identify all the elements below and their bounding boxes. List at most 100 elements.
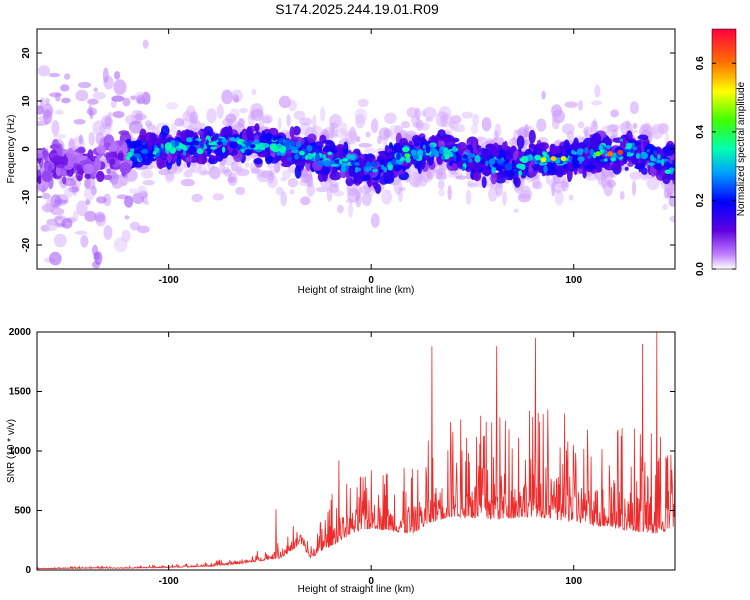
heatmap-cell-bright bbox=[229, 137, 235, 142]
heatmap-cell bbox=[139, 128, 147, 142]
heatmap-cell-bright bbox=[137, 145, 144, 152]
heatmap-cell-faint bbox=[113, 237, 128, 253]
heatmap-cell-faint bbox=[578, 100, 583, 111]
heatmap-cell bbox=[634, 164, 644, 170]
heatmap-cell-faint bbox=[37, 65, 50, 77]
heatmap-cell-faint bbox=[554, 190, 564, 206]
heatmap-cell-bright bbox=[468, 158, 473, 163]
heatmap-cell-bright bbox=[294, 153, 299, 160]
heatmap-cell-bright bbox=[520, 155, 529, 164]
heatmap-cell-faint bbox=[521, 185, 531, 198]
heatmap-cell-faint bbox=[136, 98, 143, 104]
colorbar-ticks: 0.0 0.2 0.4 0.6 bbox=[695, 56, 736, 276]
heatmap-cell-faint bbox=[170, 122, 178, 137]
heatmap-cell bbox=[437, 129, 446, 140]
heatmap-cell-faint bbox=[129, 221, 141, 231]
heatmap-cell-faint bbox=[435, 170, 443, 180]
heatmap-cell-faint bbox=[206, 108, 217, 124]
heatmap-cell bbox=[637, 134, 649, 141]
heatmap-cell-faint bbox=[109, 171, 119, 185]
heatmap-cell-faint bbox=[212, 193, 225, 201]
heatmap-cell-bright bbox=[589, 148, 594, 156]
heatmap-cell-faint bbox=[453, 124, 466, 133]
heatmap-cell-faint bbox=[249, 162, 256, 171]
heatmap-cell-faint bbox=[348, 126, 357, 142]
heatmap-cell-bright bbox=[468, 152, 472, 159]
colorbar-gradient bbox=[711, 28, 737, 270]
heatmap-cell-bright bbox=[485, 160, 489, 167]
heatmap-cell-bright bbox=[290, 140, 295, 148]
heatmap-cell-bright bbox=[534, 154, 542, 161]
heatmap-cell-bright bbox=[286, 156, 292, 162]
heatmap-cell-bright bbox=[210, 146, 218, 150]
heatmap-cell bbox=[37, 175, 42, 185]
heatmap-cell bbox=[210, 155, 221, 160]
heatmap-cell-faint bbox=[440, 114, 447, 127]
heatmap-cell-bright bbox=[199, 141, 205, 149]
heatmap-cell-bright bbox=[221, 146, 226, 153]
heatmap-cell-faint bbox=[523, 124, 530, 138]
heatmap-cell-faint bbox=[287, 177, 299, 188]
heatmap-cell-peak bbox=[404, 153, 411, 159]
heatmap-cell-faint bbox=[61, 97, 71, 104]
heatmap-cell-faint bbox=[591, 100, 603, 106]
heatmap-cell bbox=[481, 176, 487, 189]
heatmap-cell bbox=[213, 148, 222, 155]
heatmap-cell bbox=[369, 156, 375, 162]
heatmap-cell bbox=[56, 163, 65, 169]
heatmap-cell bbox=[662, 173, 671, 185]
heatmap-cell-faint bbox=[237, 117, 245, 129]
heatmap-cell-bright bbox=[664, 161, 671, 168]
colorbar-tick-label: 0.6 bbox=[695, 56, 706, 70]
heatmap-cell bbox=[355, 176, 363, 185]
heatmap-cell-faint bbox=[124, 195, 134, 208]
heatmap-cell-faint bbox=[461, 111, 474, 119]
heatmap-cell-faint bbox=[409, 172, 423, 188]
heatmap-cell-faint bbox=[142, 179, 155, 186]
heatmap-cell-faint bbox=[472, 113, 479, 126]
heatmap-cell-bright bbox=[448, 152, 454, 158]
heatmap-cell-faint bbox=[280, 177, 288, 182]
heatmap-cell-faint bbox=[103, 225, 113, 240]
snr-xtick-label: 100 bbox=[565, 576, 582, 587]
heatmap-cell bbox=[490, 171, 498, 185]
heatmap-cell-faint bbox=[287, 99, 297, 112]
heatmap-cell-faint bbox=[466, 180, 474, 187]
spectrogram-ytick-label: 10 bbox=[21, 95, 32, 107]
heatmap-cell-faint bbox=[56, 206, 61, 213]
heatmap-cell-faint bbox=[144, 200, 150, 206]
heatmap-cell-faint bbox=[299, 117, 313, 126]
heatmap-cell-faint bbox=[448, 173, 457, 178]
heatmap-cell-bright bbox=[396, 152, 401, 160]
heatmap-cell-faint bbox=[144, 120, 153, 127]
heatmap-cell-faint bbox=[53, 134, 67, 139]
heatmap-cell-faint bbox=[631, 180, 637, 196]
spectrogram-xtick-label: 0 bbox=[368, 275, 374, 286]
heatmap-cell-faint bbox=[53, 233, 67, 248]
heatmap-cell bbox=[119, 162, 132, 175]
heatmap-cell-faint bbox=[300, 169, 313, 184]
heatmap-cell-faint bbox=[552, 109, 565, 124]
heatmap-cell-bright bbox=[369, 161, 378, 168]
heatmap-cell-faint bbox=[130, 95, 137, 101]
heatmap-cell-faint bbox=[54, 216, 64, 221]
heatmap-cell-faint bbox=[180, 178, 195, 187]
heatmap-cell bbox=[386, 147, 393, 153]
heatmap-cell-faint bbox=[262, 116, 272, 124]
heatmap-cell bbox=[545, 164, 557, 176]
heatmap-cell-bright bbox=[317, 161, 325, 167]
heatmap-cell-faint bbox=[629, 171, 642, 181]
heatmap-cell-faint bbox=[329, 114, 342, 128]
heatmap-cell-faint bbox=[447, 185, 452, 201]
heatmap-cell-bright bbox=[272, 135, 278, 141]
heatmap-cell bbox=[556, 164, 565, 178]
heatmap-cell-bright bbox=[422, 144, 426, 150]
heatmap-cell-faint bbox=[273, 161, 281, 173]
spectrogram-ytick-label: 20 bbox=[21, 47, 32, 59]
spectrogram-heatmap bbox=[37, 39, 675, 269]
heatmap-cell-faint bbox=[465, 189, 472, 205]
heatmap-cell-bright bbox=[208, 142, 217, 146]
heatmap-cell-faint bbox=[225, 113, 237, 124]
heatmap-cell-faint bbox=[502, 191, 508, 206]
